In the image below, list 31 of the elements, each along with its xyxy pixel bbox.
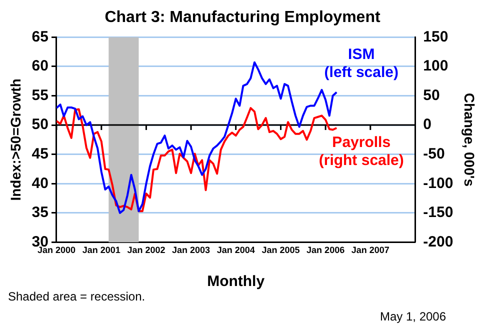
x-tick-label: Jan 2002 [127,245,166,256]
series-label: ISM (left scale) [324,46,398,82]
text: May 1, 2006 [380,309,446,324]
y-tick-label: 50 [32,116,48,134]
y-axis-title: Index:>50=Growth [7,78,24,201]
x-tick-label: Jan 2005 [262,245,300,256]
y2-tick-label: -200 [423,233,454,250]
y2-tick-label: -50 [423,145,445,162]
y2-axis-title: Change, 000's [462,92,478,187]
text: Shaded area = recession. [8,289,146,304]
x-tick-label: Jan 2004 [216,245,255,256]
y-tick-label: 45 [32,145,48,162]
y-tick-label: 40 [32,174,48,192]
x-tick-label: Jan 2003 [172,245,210,256]
y2-tick-label: 100 [423,58,448,75]
x-tick-label: Jan 2007 [351,245,390,256]
y2-tick-label: -100 [423,174,454,192]
y2-tick-label: 150 [423,28,448,46]
y-tick-label: 35 [32,204,48,222]
chart-title: Chart 3: Manufacturing Employment [104,9,381,26]
series-label: Payrolls (right scale) [318,134,404,170]
y2-tick-label: 50 [423,86,440,104]
y2-tick-label: -150 [423,204,454,222]
x-tick-label: Jan 2001 [82,245,120,256]
y-tick-label: 55 [32,86,48,104]
x-axis-title: Monthly [207,273,266,290]
y-tick-label: 65 [32,28,48,46]
y-tick-label: 60 [32,58,48,75]
y2-tick-label: 0 [423,116,432,134]
x-tick-label: Jan 2000 [37,245,76,256]
x-tick-label: Jan 2006 [306,245,345,256]
